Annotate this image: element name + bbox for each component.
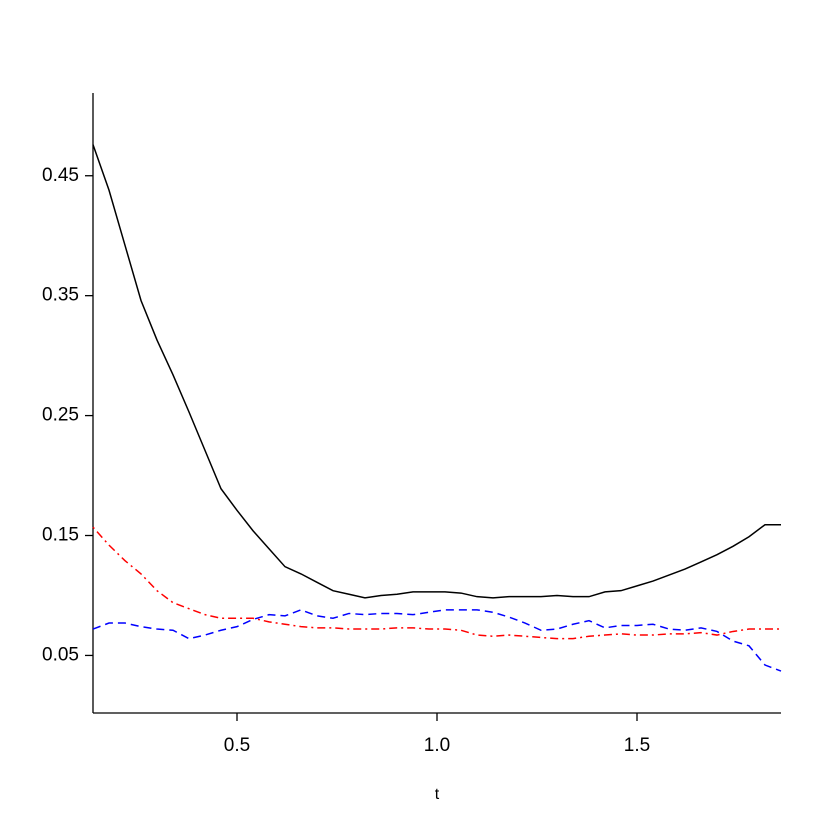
x-tick-label: 1.5 [624, 735, 650, 756]
series-line [92, 526, 781, 640]
series-line [92, 144, 781, 599]
x-tick-label: 0.5 [224, 735, 250, 756]
y-tick-label: 0.05 [42, 644, 79, 665]
y-tick-label: 0.15 [42, 525, 79, 546]
y-tick-label: 0.25 [42, 405, 79, 426]
x-axis-label: t [435, 786, 440, 803]
y-tick-label: 0.35 [42, 285, 79, 306]
x-tick-label: 1.0 [424, 735, 450, 756]
series-line [92, 609, 782, 672]
y-tick-label: 0.45 [42, 165, 79, 186]
